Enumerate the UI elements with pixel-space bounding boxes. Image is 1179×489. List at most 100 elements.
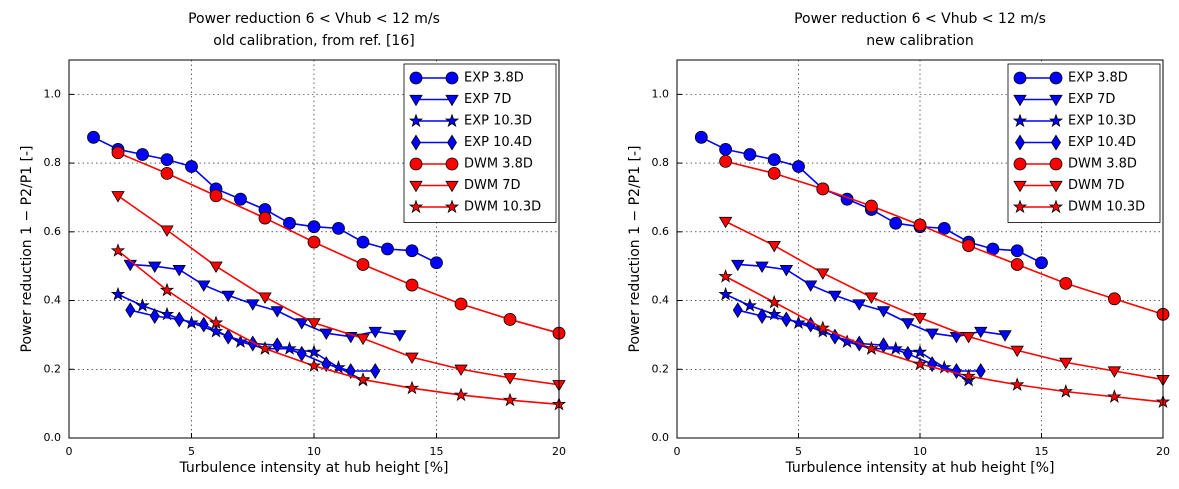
- marker: [962, 239, 975, 252]
- marker: [453, 387, 469, 402]
- marker: [160, 166, 174, 180]
- legend-marker: [409, 71, 423, 85]
- marker: [209, 189, 223, 203]
- marker: [197, 280, 211, 292]
- marker: [368, 326, 382, 339]
- marker: [246, 299, 260, 311]
- series-line: [117, 195, 560, 386]
- legend-marker: [445, 94, 459, 107]
- marker: [937, 221, 951, 235]
- marker: [803, 280, 818, 292]
- marker: [888, 341, 903, 355]
- legend-marker: [1049, 180, 1063, 193]
- marker: [405, 278, 419, 292]
- legend-marker: [409, 157, 423, 171]
- marker: [208, 315, 224, 329]
- y-tick-label: 0.8: [44, 156, 62, 169]
- legend-label: DWM 7D: [464, 178, 521, 193]
- marker: [743, 148, 757, 161]
- y-tick-label: 0.2: [44, 362, 62, 375]
- legend-label: EXP 3.8D: [1068, 71, 1128, 86]
- marker: [148, 261, 162, 273]
- legend-marker: [411, 134, 421, 151]
- marker: [865, 199, 878, 213]
- legend-marker: [1015, 134, 1025, 151]
- x-tick-label: 20: [1156, 445, 1170, 458]
- marker: [767, 294, 782, 309]
- marker: [502, 392, 518, 407]
- y-tick-label: 0.4: [44, 294, 62, 307]
- marker: [258, 211, 272, 225]
- marker: [1010, 345, 1024, 358]
- marker: [381, 242, 394, 256]
- marker: [951, 363, 962, 379]
- marker: [258, 292, 272, 304]
- marker: [912, 356, 928, 371]
- marker: [719, 154, 732, 168]
- marker: [1010, 377, 1025, 391]
- chart-subtitle: new calibration: [866, 33, 973, 49]
- series-line: [725, 275, 1164, 403]
- marker: [159, 306, 175, 321]
- legend-marker: [1012, 113, 1028, 128]
- legend-marker: [445, 157, 459, 171]
- marker: [781, 311, 792, 328]
- legend-marker: [408, 113, 424, 128]
- marker: [961, 368, 976, 383]
- y-tick-label: 0.4: [652, 294, 670, 307]
- marker: [356, 333, 370, 346]
- marker: [345, 363, 356, 379]
- marker: [111, 146, 125, 160]
- marker: [306, 358, 322, 372]
- legend-marker: [1013, 157, 1027, 171]
- marker: [779, 265, 794, 277]
- marker: [1107, 366, 1122, 378]
- y-axis-label: Power reduction 1 − P2/P1 [-]: [19, 146, 35, 353]
- marker: [503, 313, 517, 326]
- marker: [223, 328, 234, 345]
- marker: [87, 130, 100, 144]
- marker: [321, 356, 332, 373]
- marker: [393, 330, 407, 342]
- legend-label: EXP 10.4D: [464, 135, 532, 150]
- legend-marker: [444, 113, 460, 128]
- marker: [136, 148, 149, 161]
- marker: [332, 221, 345, 235]
- marker: [1108, 292, 1121, 306]
- legend-marker: [444, 199, 460, 214]
- marker: [815, 320, 830, 335]
- y-tick-label: 0.6: [44, 225, 62, 238]
- marker: [209, 261, 223, 273]
- legend-label: DWM 7D: [1068, 178, 1125, 193]
- marker: [356, 235, 370, 249]
- marker: [111, 191, 125, 203]
- marker: [404, 380, 420, 395]
- marker: [405, 352, 419, 365]
- x-tick-label: 10: [913, 445, 927, 458]
- marker: [454, 297, 468, 311]
- marker: [767, 153, 781, 167]
- marker: [913, 218, 927, 232]
- marker: [307, 318, 321, 330]
- chart-title: Power reduction 6 < Vhub < 12 m/s: [188, 11, 440, 27]
- marker: [792, 160, 805, 173]
- legend-marker: [1048, 113, 1064, 128]
- marker: [767, 306, 782, 321]
- legend-marker: [1013, 180, 1027, 193]
- x-tick-label: 0: [674, 445, 681, 458]
- marker: [876, 306, 891, 318]
- marker: [1059, 276, 1073, 290]
- marker: [174, 311, 185, 328]
- marker: [718, 286, 733, 301]
- marker: [889, 216, 903, 230]
- marker: [306, 344, 322, 359]
- chart-title: Power reduction 6 < Vhub < 12 m/s: [794, 11, 1046, 27]
- series-line: [725, 160, 1164, 316]
- axes-frame: [676, 59, 1164, 439]
- legend-label: EXP 3.8D: [464, 71, 524, 86]
- marker: [998, 330, 1012, 342]
- marker: [913, 313, 927, 325]
- axes-frame: [68, 59, 560, 439]
- marker: [1059, 357, 1073, 370]
- marker: [233, 334, 248, 348]
